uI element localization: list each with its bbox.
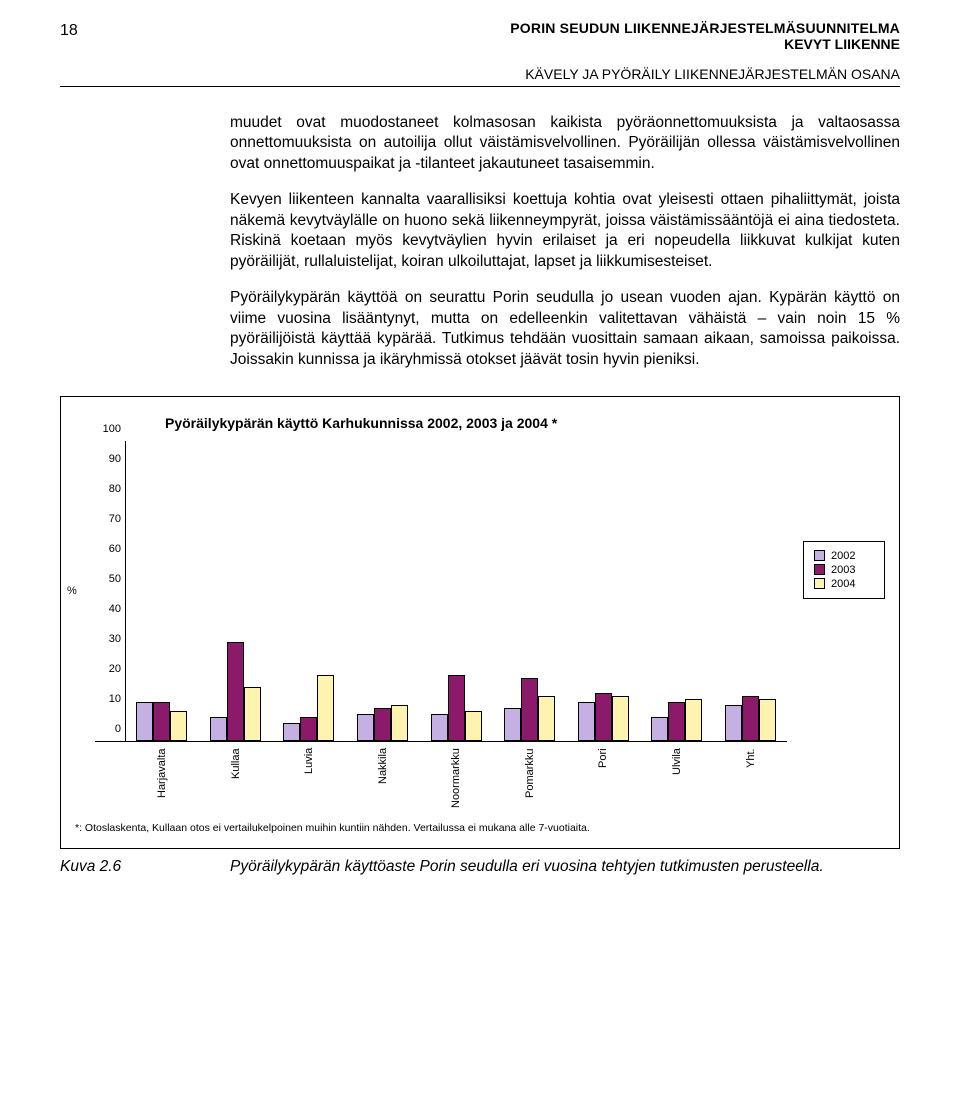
bar-group	[640, 441, 714, 741]
y-tick: 50	[89, 573, 121, 585]
y-tick: 80	[89, 483, 121, 495]
y-axis-label: %	[67, 585, 77, 597]
legend-item: 2003	[814, 564, 874, 576]
bar	[578, 702, 595, 741]
x-axis-label: Nakkila	[346, 748, 420, 812]
bar	[595, 693, 612, 741]
bar	[685, 699, 702, 741]
chart-plot-area: % 0102030405060708090100	[95, 441, 787, 742]
bar-group	[272, 441, 346, 741]
x-axis-label: Noormarkku	[419, 748, 493, 812]
y-tick: 10	[89, 693, 121, 705]
x-axis-label: Kullaa	[199, 748, 273, 812]
bars-area	[125, 441, 787, 741]
header-subtitle: KÄVELY JA PYÖRÄILY LIIKENNEJÄRJESTELMÄN …	[60, 66, 900, 82]
body-text: muudet ovat muodostaneet kolmasosan kaik…	[230, 113, 900, 370]
chart-footnote: *: Otoslaskenta, Kullaan otos ei vertail…	[75, 822, 885, 834]
bar	[210, 717, 227, 741]
legend-swatch	[814, 578, 825, 589]
chart-container: Pyöräilykypärän käyttö Karhukunnissa 200…	[60, 396, 900, 849]
bar	[317, 675, 334, 741]
bar	[521, 678, 538, 741]
header-title-line2: KEVYT LIIKENNE	[118, 36, 900, 52]
figure-caption: Kuva 2.6 Pyöräilykypärän käyttöaste Pori…	[60, 857, 900, 877]
paragraph-1: muudet ovat muodostaneet kolmasosan kaik…	[230, 113, 900, 174]
y-tick: 0	[89, 723, 121, 735]
bar-group	[566, 441, 640, 741]
y-tick: 30	[89, 633, 121, 645]
y-tick: 40	[89, 603, 121, 615]
bar	[725, 705, 742, 741]
y-tick: 20	[89, 663, 121, 675]
chart-title: Pyöräilykypärän käyttö Karhukunnissa 200…	[165, 415, 885, 431]
bar	[391, 705, 408, 741]
x-axis-label: Ulvila	[640, 748, 714, 812]
bar	[448, 675, 465, 741]
bar	[538, 696, 555, 741]
bar	[465, 711, 482, 741]
x-axis-label: Luvia	[272, 748, 346, 812]
bar	[283, 723, 300, 741]
bar	[244, 687, 261, 741]
bar	[300, 717, 317, 741]
y-tick: 100	[89, 423, 121, 435]
legend-label: 2004	[831, 578, 855, 590]
bar	[612, 696, 629, 741]
legend-label: 2002	[831, 550, 855, 562]
figure-caption-label: Kuva 2.6	[60, 857, 230, 877]
bar-group	[419, 441, 493, 741]
bar	[759, 699, 776, 741]
header-rule	[60, 86, 900, 87]
bar	[136, 702, 153, 741]
bar-group	[493, 441, 567, 741]
paragraph-2: Kevyen liikenteen kannalta vaarallisiksi…	[230, 190, 900, 272]
bar	[374, 708, 391, 741]
bar	[170, 711, 187, 741]
legend-item: 2004	[814, 578, 874, 590]
y-tick: 60	[89, 543, 121, 555]
header-title-line1: PORIN SEUDUN LIIKENNEJÄRJESTELMÄSUUNNITE…	[118, 20, 900, 36]
x-axis-label: Pomarkku	[493, 748, 567, 812]
legend-swatch	[814, 564, 825, 575]
paragraph-3: Pyöräilykypärän käyttöä on seurattu Pori…	[230, 288, 900, 370]
legend-swatch	[814, 550, 825, 561]
figure-caption-text: Pyöräilykypärän käyttöaste Porin seudull…	[230, 857, 900, 877]
y-tick: 90	[89, 453, 121, 465]
x-axis-labels: HarjavaltaKullaaLuviaNakkilaNoormarkkuPo…	[125, 748, 787, 812]
bar	[431, 714, 448, 741]
legend-item: 2002	[814, 550, 874, 562]
bar	[668, 702, 685, 741]
legend-label: 2003	[831, 564, 855, 576]
bar-group	[125, 441, 199, 741]
bar-group	[346, 441, 420, 741]
bar	[504, 708, 521, 741]
y-tick: 70	[89, 513, 121, 525]
bar	[153, 702, 170, 741]
bar	[227, 642, 244, 741]
bar	[357, 714, 374, 741]
x-axis-label: Pori	[566, 748, 640, 812]
page-number: 18	[60, 20, 78, 40]
bar	[651, 717, 668, 741]
x-axis-label: Yht.	[714, 748, 788, 812]
x-axis-label: Harjavalta	[125, 748, 199, 812]
header-titles: PORIN SEUDUN LIIKENNEJÄRJESTELMÄSUUNNITE…	[118, 20, 900, 52]
bar	[742, 696, 759, 741]
bar-group	[714, 441, 788, 741]
bar-group	[199, 441, 273, 741]
chart-legend: 2002 2003 2004	[803, 541, 885, 599]
